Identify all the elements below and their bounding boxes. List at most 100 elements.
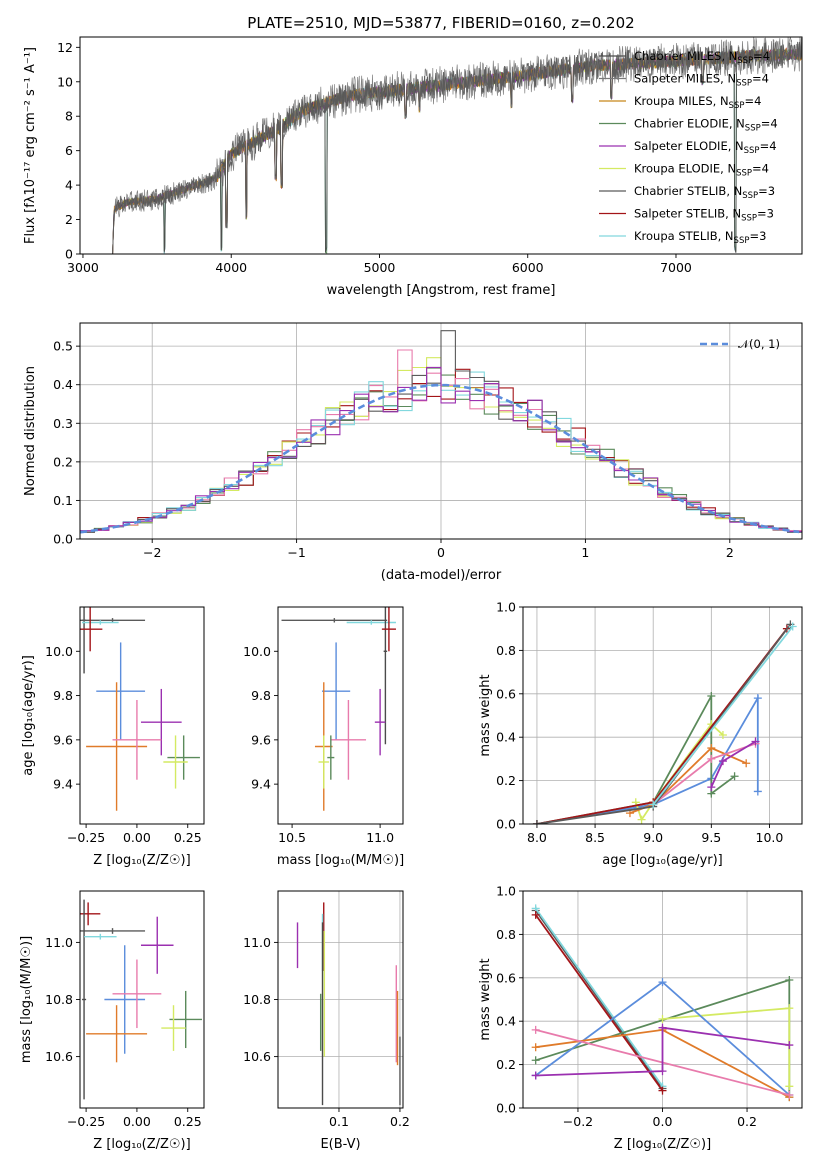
mass_vs_Z-ylabel: mass [log₁₀(M/M☉)] [19,936,34,1063]
spectrum-ytick-label: 6 [65,143,73,158]
mass_vs_EBV-panel: 0.1 0.2 10.6 10.8 11.0 E(B-V) [243,890,410,1152]
weight_vs_age-ytick-label: 0.6 [496,686,516,701]
age_vs_Z-plot-area [80,607,200,811]
legend-label: Chabrier ELODIE, NSSP=4 [634,117,778,134]
legend-count: =4 [761,117,778,131]
weight_vs_age-ytick-label: 1.0 [496,600,516,615]
age_vs_Z-xtick-label: 0.25 [174,830,202,845]
residuals-xtick-label: 0 [437,545,445,560]
age_vs_Z-frame [79,606,205,825]
spectrum-ytick-label: 10 [57,74,73,89]
legend-subscript: SSP [737,56,753,66]
mass_vs_EBV-xlabel: E(B-V) [320,1137,360,1152]
weight-marker [532,820,541,824]
weight-line [534,907,664,1087]
age_vs_mass-panel: 10.5 11.0 9.4 9.6 9.8 10.0 mass [log₁₀(M/M☉)] [243,606,404,868]
errorbar-point [163,735,188,789]
age_vs_mass-ytick-label: 9.4 [251,777,271,792]
weight_vs_age-frame [522,606,803,825]
weight_vs_Z-ytick-label: 0.0 [496,1101,516,1116]
errorbar-point [322,642,351,740]
mass_vs_Z-xlabel: Z [log₁₀(Z/Z☉)] [93,1137,190,1152]
legend-count: =4 [753,49,770,63]
weight_vs_Z-panel: −0.2 0.0 0.2 0.0 0.2 0.4 0.6 0.8 1.0 Z [log₁₀(Z/Z… [478,884,803,1152]
weight-marker [785,1090,794,1099]
weight_vs_Z-xlabel: Z [log₁₀(Z/Z☉)] [614,1137,711,1152]
weight_vs_age-plot-area [523,607,802,824]
spectrum-xtick-label: 5000 [364,260,396,275]
weight_vs_age-xlabel: age [log₁₀(age/yr)] [602,853,723,868]
spectrum-panel: 3000 4000 5000 6000 7000 0 2 4 6 8 10 12 wavelength … [23,36,803,298]
spectrum-xtick-label: 6000 [512,260,544,275]
legend-subscript: SSP [734,236,750,246]
spectrum-xtick-label: 7000 [660,260,692,275]
errorbar-point [167,735,200,780]
weight_vs_age-xtick-label: 8.0 [527,830,547,845]
normal-curve [80,383,800,534]
legend-subscript: SSP [742,191,758,201]
weight-marker [730,772,739,781]
age_vs_mass-ytick-label: 9.6 [251,732,271,747]
spectrum-ylabel: Flux [fλ10⁻¹⁷ erg cm⁻² s⁻¹ A⁻¹] [23,47,38,244]
spectrum-legend: Chabrier MILES, NSSP=4 Salpeter MILES, NS… [599,49,778,246]
weight-marker [753,694,762,703]
weight-marker [658,1015,667,1024]
mass_vs_EBV-ytick-label: 11.0 [243,935,271,950]
weight-marker [707,744,716,753]
weight-marker [785,1004,794,1013]
mass_vs_EBV-ytick-label: 10.8 [243,992,271,1007]
weight-marker [753,787,762,796]
mass_vs_EBV-frame [277,890,404,1109]
legend-label: Kroupa ELODIE, NSSP=4 [634,162,769,179]
errorbar-point [80,928,146,934]
residuals-xtick-label: 1 [581,545,589,560]
weight-marker [751,737,760,746]
residuals-ytick-label: 0.1 [53,493,73,508]
spectrum-line [112,40,802,254]
weight_vs_Z-xtick-label: −0.2 [563,1114,593,1129]
spectrum-ytick-label: 8 [65,109,73,124]
mass_vs_EBV-xtick-label: 0.2 [390,1114,410,1129]
legend-label: 𝒩(0, 1) [738,337,780,351]
legend-count: =3 [758,184,775,198]
chart-title: PLATE=2510, MJD=53877, FIBERID=0160, z=0… [247,14,634,32]
residuals-xlabel: (data-model)/error [381,568,502,583]
weight-line [536,623,792,824]
weight_vs_Z-ylabel: mass weight [478,958,493,1040]
age_vs_mass-ytick-label: 9.8 [251,688,271,703]
errorbar-point [80,607,103,652]
residuals-xtick-label: 2 [726,545,734,560]
age_vs_mass-xlabel: mass [log₁₀(M/M☉)] [277,853,404,868]
spectrum-ytick-label: 12 [57,40,73,55]
residuals-ytick-label: 0.0 [53,532,73,547]
legend-count: =4 [760,139,777,153]
spectrum-axes: 3000 4000 5000 6000 7000 0 2 4 6 8 10 12 wavelength … [23,40,692,298]
legend-label: Salpeter STELIB, NSSP=3 [634,207,774,224]
residuals-ytick-label: 0.5 [53,339,73,354]
residuals-legend: 𝒩(0, 1) [700,337,780,351]
age_vs_Z-xtick-label: 0.00 [123,830,151,845]
weight-marker [707,691,716,700]
legend-count: =3 [749,229,766,243]
spectrum-xlabel: wavelength [Angstrom, rest frame] [327,283,556,298]
age_vs_Z-ylabel: age [log₁₀(age/yr)] [21,655,36,776]
errorbar-point [161,1005,186,1051]
errorbar-point [86,682,148,811]
mass_vs_Z-frame [79,890,205,1109]
weight_vs_Z-ytick-label: 0.4 [496,1014,516,1029]
age_vs_mass-plot-area [281,607,396,811]
mass_vs_Z-xtick-label: 0.00 [123,1114,151,1129]
mass_vs_Z-xtick-label: −0.25 [67,1114,105,1129]
errorbar-point [112,700,162,780]
weight-marker [658,1086,667,1095]
weight_vs_age-ylabel: mass weight [478,674,493,756]
residuals-ytick-label: 0.2 [53,454,73,469]
weight-marker [788,622,797,631]
weight_vs_age-xtick-label: 9.5 [701,830,721,845]
weight_vs_Z-frame [522,890,803,1109]
weight-line [534,914,664,1092]
errorbar-point [80,902,101,926]
weight-marker [658,1023,667,1032]
legend-count: =4 [744,94,761,108]
mass_vs_EBV-axes: 0.1 0.2 10.6 10.8 11.0 E(B-V) [243,935,410,1152]
